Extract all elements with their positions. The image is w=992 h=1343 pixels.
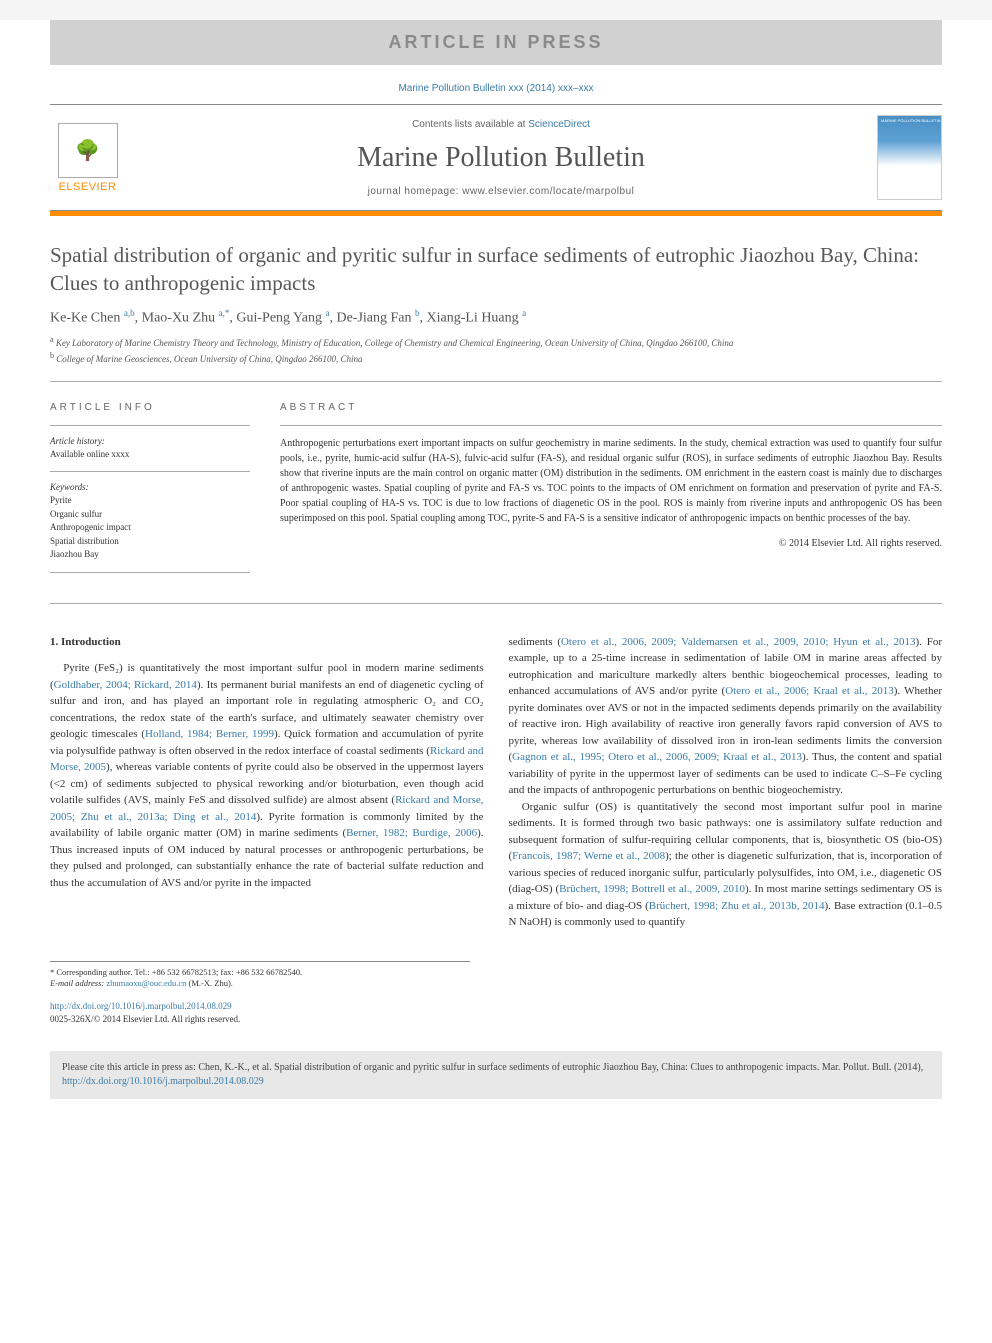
article-page: ARTICLE IN PRESS Marine Pollution Bullet… [0, 20, 992, 1343]
keywords-list: PyriteOrganic sulfurAnthropogenic impact… [50, 494, 250, 562]
info-divider [50, 572, 250, 573]
header-center: Contents lists available at ScienceDirec… [125, 119, 877, 197]
sciencedirect-link[interactable]: ScienceDirect [528, 119, 590, 130]
publisher-name: ELSEVIER [59, 181, 117, 193]
abstract-divider [280, 425, 942, 426]
journal-header: 🌳 ELSEVIER Contents lists available at S… [50, 104, 942, 211]
affiliations: a Key Laboratory of Marine Chemistry The… [50, 334, 942, 381]
reference-link[interactable]: Goldhaber, 2004; Rickard, 2014 [54, 679, 197, 691]
affiliation-a-text: Key Laboratory of Marine Chemistry Theor… [56, 338, 734, 348]
reference-link[interactable]: Holland, 1984; Berner, 1999 [145, 728, 274, 740]
body-para-3: Organic sulfur (OS) is quantitatively th… [509, 799, 943, 931]
body-column-right: sediments (Otero et al., 2006, 2009; Val… [509, 634, 943, 931]
abstract-column: ABSTRACT Anthropogenic perturbations exe… [280, 402, 942, 583]
affiliation-b: b College of Marine Geosciences, Ocean U… [50, 350, 942, 366]
contents-prefix: Contents lists available at [412, 119, 528, 130]
corresponding-author-footnote: * Corresponding author. Tel.: +86 532 66… [50, 961, 470, 991]
journal-name: Marine Pollution Bulletin [125, 142, 877, 174]
history-label: Article history: [50, 436, 250, 446]
abstract-copyright: © 2014 Elsevier Ltd. All rights reserved… [280, 538, 942, 549]
citation-header: Marine Pollution Bulletin xxx (2014) xxx… [50, 83, 942, 94]
issn-copyright: 0025-326X/© 2014 Elsevier Ltd. All right… [50, 1013, 942, 1026]
body-column-left: 1. Introduction Pyrite (FeS₂) is quantit… [50, 634, 484, 931]
email-link[interactable]: zhumaoxu@ouc.edu.cn [106, 978, 186, 988]
email-line: E-mail address: zhumaoxu@ouc.edu.cn (M.-… [50, 978, 470, 990]
reference-link[interactable]: Berner, 1982; Burdige, 2006 [346, 827, 477, 839]
contents-line: Contents lists available at ScienceDirec… [125, 119, 877, 130]
elsevier-tree-icon: 🌳 [58, 123, 118, 178]
reference-link[interactable]: Rickard and Morse, 2005 [50, 745, 484, 774]
publisher-logo[interactable]: 🌳 ELSEVIER [50, 115, 125, 200]
reference-link[interactable]: Gagnon et al., 1995; Otero et al., 2006,… [512, 751, 802, 763]
cite-prefix: Please cite this article in press as: Ch… [62, 1062, 923, 1073]
info-heading: ARTICLE INFO [50, 402, 250, 413]
abstract-heading: ABSTRACT [280, 402, 942, 413]
reference-link[interactable]: Otero et al., 2006, 2009; Valdemarsen et… [561, 636, 916, 648]
info-abstract-row: ARTICLE INFO Article history: Available … [50, 402, 942, 604]
cite-doi-link[interactable]: http://dx.doi.org/10.1016/j.marpolbul.20… [62, 1076, 264, 1087]
orange-divider [50, 211, 942, 216]
section-1-heading: 1. Introduction [50, 634, 484, 651]
body-para-1: Pyrite (FeS₂) is quantitatively the most… [50, 660, 484, 891]
affiliation-b-text: College of Marine Geosciences, Ocean Uni… [56, 354, 362, 364]
body-para-2: sediments (Otero et al., 2006, 2009; Val… [509, 634, 943, 799]
reference-link[interactable]: Brüchert, 1998; Zhu et al., 2013b, 2014 [649, 900, 825, 912]
in-press-banner: ARTICLE IN PRESS [50, 20, 942, 65]
history-text: Available online xxxx [50, 448, 250, 462]
affiliation-a: a Key Laboratory of Marine Chemistry The… [50, 334, 942, 350]
banner-text: ARTICLE IN PRESS [388, 32, 603, 52]
email-label: E-mail address: [50, 978, 106, 988]
email-suffix: (M.-X. Zhu). [186, 978, 233, 988]
info-divider [50, 425, 250, 426]
homepage-line[interactable]: journal homepage: www.elsevier.com/locat… [125, 186, 877, 197]
authors-line: Ke-Ke Chen a,b, Mao-Xu Zhu a,*, Gui-Peng… [50, 308, 942, 327]
reference-link[interactable]: Brüchert, 1998; Bottrell et al., 2009, 2… [559, 883, 745, 895]
reference-link[interactable]: Rickard and Morse, 2005; Zhu et al., 201… [50, 794, 484, 823]
doi-link[interactable]: http://dx.doi.org/10.1016/j.marpolbul.20… [50, 1001, 232, 1011]
info-divider [50, 471, 250, 472]
citation-box: Please cite this article in press as: Ch… [50, 1051, 942, 1099]
keywords-label: Keywords: [50, 482, 250, 492]
journal-cover-thumbnail[interactable] [877, 115, 942, 200]
title-block: Spatial distribution of organic and pyri… [50, 241, 942, 298]
body-columns: 1. Introduction Pyrite (FeS₂) is quantit… [50, 634, 942, 931]
abstract-text: Anthropogenic perturbations exert import… [280, 436, 942, 526]
reference-link[interactable]: Francois, 1987; Werne et al., 2008 [512, 850, 665, 862]
article-title: Spatial distribution of organic and pyri… [50, 241, 942, 298]
corresponding-line: * Corresponding author. Tel.: +86 532 66… [50, 967, 470, 979]
doi-block: http://dx.doi.org/10.1016/j.marpolbul.20… [50, 1000, 942, 1025]
reference-link[interactable]: Otero et al., 2006; Kraal et al., 2013 [725, 685, 894, 697]
article-info: ARTICLE INFO Article history: Available … [50, 402, 250, 583]
